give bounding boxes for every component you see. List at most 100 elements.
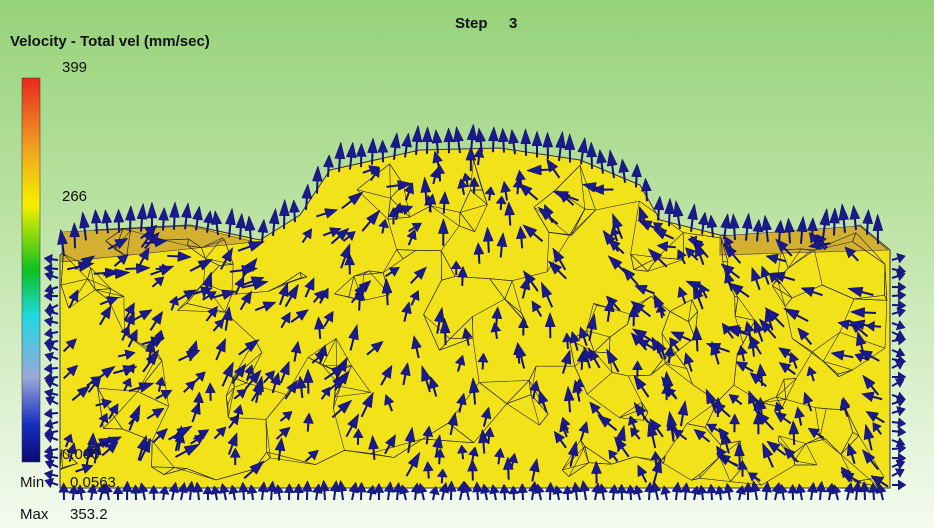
arrow-shaft <box>444 204 445 214</box>
arrow-shaft <box>746 228 747 240</box>
arrow-shaft <box>501 204 502 210</box>
arrow-shaft <box>864 312 875 313</box>
arrow-shaft <box>306 198 307 210</box>
arrow-shaft <box>416 142 417 155</box>
arrow-shaft <box>498 457 499 464</box>
arrow-shaft <box>856 492 857 500</box>
arrow-shaft <box>94 273 106 274</box>
arrow-shaft <box>761 376 762 386</box>
arrow-shaft <box>892 359 898 360</box>
arrow-shaft <box>646 191 647 201</box>
arrow-shaft <box>167 256 178 257</box>
arrow-shaft <box>319 329 320 339</box>
arrow-shaft <box>844 220 845 233</box>
arrow-shaft <box>252 493 253 500</box>
arrow-shaft <box>506 192 507 201</box>
max-value: 353.2 <box>70 506 108 523</box>
arrow-shaft <box>474 392 475 404</box>
arrow-shaft <box>783 493 784 500</box>
arrow-shaft <box>374 449 375 460</box>
arrow-shaft <box>301 388 302 398</box>
arrow-shaft <box>216 494 217 500</box>
arrow-shaft <box>52 332 58 333</box>
arrow-shaft <box>107 223 108 234</box>
color-bar <box>22 78 40 462</box>
arrow-shaft <box>892 269 898 270</box>
arrow-shaft <box>669 355 670 363</box>
arrow-shaft <box>541 169 553 170</box>
arrow-shaft <box>734 228 735 240</box>
arrow-shaft <box>521 238 522 248</box>
arrow-shaft <box>567 342 568 349</box>
arrow-shaft <box>811 492 812 500</box>
arrow-shaft <box>820 492 821 500</box>
arrow-shaft <box>52 413 58 414</box>
arrow-shaft <box>503 142 504 153</box>
arrow-shaft <box>576 492 577 500</box>
arrow-shaft <box>198 402 199 411</box>
step-value: 3 <box>509 15 517 32</box>
arrow-shaft <box>426 192 427 205</box>
arrow-shaft <box>676 492 677 500</box>
arrow-shaft <box>294 212 295 222</box>
arrow-shaft <box>855 219 856 230</box>
arrow-shaft <box>108 493 109 500</box>
step-label: Step <box>455 15 488 32</box>
arrow-shaft <box>73 493 74 500</box>
arrow-shaft <box>229 224 230 237</box>
min-value: 0.0563 <box>70 474 116 491</box>
arrow-shaft <box>91 493 92 500</box>
arrow-shaft <box>308 423 309 431</box>
arrow-shaft <box>397 492 398 500</box>
arrow-shaft <box>501 246 502 257</box>
arrow-shaft <box>668 385 669 396</box>
arrow-shaft <box>892 448 898 449</box>
arrow-shaft <box>789 232 790 243</box>
arrow-shaft <box>52 475 58 476</box>
arrow-shaft <box>483 443 484 454</box>
arrow-shaft <box>582 361 583 370</box>
arrow-shaft <box>217 224 218 235</box>
arrow-shaft <box>273 224 274 236</box>
arrow-shaft <box>666 494 667 500</box>
arrow-shaft <box>696 241 703 242</box>
arrow-shaft <box>613 493 614 500</box>
arrow-shaft <box>433 494 434 500</box>
arrow-shaft <box>558 493 559 500</box>
arrow-shaft <box>334 491 335 500</box>
arrow-shaft <box>720 494 721 500</box>
arrow-shaft <box>81 493 82 500</box>
arrow-shaft <box>801 231 802 243</box>
arrow-shaft <box>163 494 164 500</box>
arrow-shaft <box>532 492 533 500</box>
arrow-shaft <box>892 431 898 432</box>
viewport: Step 3 Velocity - Total vel (mm/sec) 399… <box>0 0 934 528</box>
arrow-shaft <box>697 340 698 351</box>
arrow-shaft <box>624 172 625 183</box>
arrow-shaft <box>757 231 758 241</box>
legend-label: 399 <box>62 59 87 76</box>
arrow-shaft <box>52 368 58 369</box>
arrow-shaft <box>462 453 463 459</box>
arrow-shaft <box>243 492 244 500</box>
arrow-shaft <box>667 246 675 247</box>
arrow-shaft <box>479 254 480 263</box>
max-label: Max <box>20 506 49 523</box>
arrow-shaft <box>279 450 280 460</box>
arrow-shaft <box>52 457 58 458</box>
arrow-shaft <box>685 492 686 500</box>
arrow-shaft <box>388 492 389 500</box>
arrow-shaft <box>141 219 142 232</box>
arrow-shaft <box>702 224 703 234</box>
arrow-shaft <box>250 230 251 242</box>
arrow-shaft <box>892 422 898 423</box>
arrow-shaft <box>234 493 235 500</box>
arrow-shaft <box>370 493 371 500</box>
arrow-shaft <box>163 220 164 230</box>
arrow-shaft <box>262 232 263 243</box>
arrow-shaft <box>387 293 388 305</box>
legend-title: Velocity - Total vel (mm/sec) <box>10 33 210 50</box>
arrow-shaft <box>198 492 199 500</box>
arrow-shaft <box>382 227 383 233</box>
arrow-shaft <box>271 491 272 500</box>
